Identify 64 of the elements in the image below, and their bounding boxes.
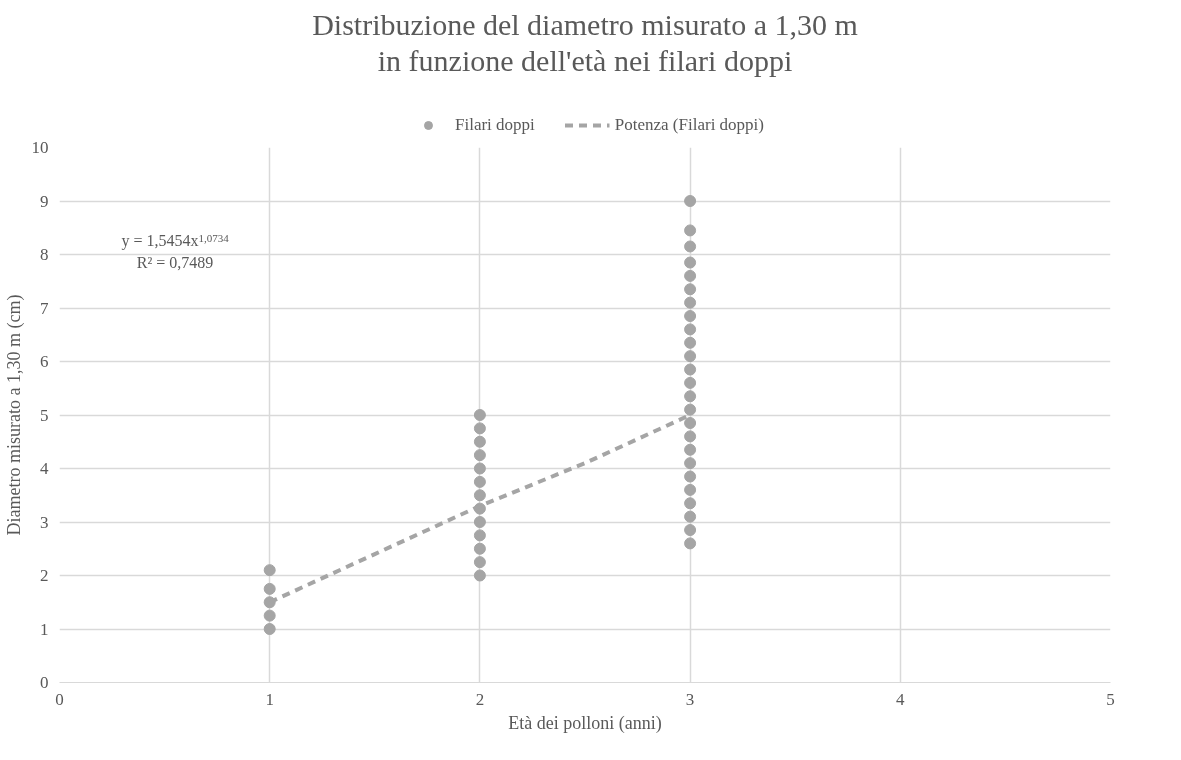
y-tick-label: 3 (40, 512, 49, 532)
y-tick-label: 4 (40, 459, 49, 478)
point (473, 475, 486, 488)
legend-label: Potenza (Filari doppi) (614, 115, 765, 135)
point (473, 542, 486, 555)
point (473, 516, 486, 528)
point (684, 470, 697, 483)
point (473, 529, 486, 542)
point (684, 376, 697, 389)
y-tick-label: 7 (40, 298, 49, 318)
y-tick-label: 8 (40, 245, 49, 264)
point (473, 409, 486, 421)
point (684, 497, 697, 510)
point (684, 417, 697, 430)
y-tick-label: 9 (40, 191, 49, 211)
x-axis-title: Età dei polloni (anni) (508, 712, 662, 734)
point (684, 350, 697, 363)
point (473, 569, 486, 582)
x-tick-label: 0 (55, 689, 64, 709)
point (684, 510, 697, 523)
point (684, 195, 697, 207)
x-tick-label: 5 (1106, 689, 1115, 709)
point (473, 422, 486, 435)
y-axis-title: Diametro misurato a 1,30 m (cm) (3, 294, 25, 536)
point (263, 564, 276, 577)
point (473, 462, 486, 475)
legend-label: Filari doppi (454, 115, 535, 135)
point (473, 556, 486, 569)
x-tick-label: 1 (265, 689, 274, 709)
point (684, 323, 697, 336)
point (684, 457, 697, 470)
point (263, 609, 276, 622)
point (684, 256, 697, 269)
point (263, 582, 276, 595)
point (684, 403, 697, 416)
x-tick-label: 3 (685, 689, 695, 709)
x-tick-label: 2 (475, 689, 485, 709)
point (684, 336, 697, 349)
point (684, 443, 697, 456)
point (473, 449, 486, 462)
chart-title: Distribuzione del diametro misurato a 1,30 m in funzione dell'età nei filari doppi (312, 7, 858, 77)
y-tick-label: 2 (40, 566, 49, 585)
y-tick-label: 5 (40, 405, 49, 425)
annotation: R² = 0,7489 (136, 254, 214, 272)
x-tick-label: 4 (896, 689, 906, 709)
point (684, 283, 697, 296)
point (684, 524, 697, 537)
point (473, 489, 486, 502)
point (684, 310, 697, 323)
point (684, 296, 697, 309)
y-tick-label: 10 (31, 138, 49, 157)
y-tick-label: 1 (40, 619, 49, 639)
point (684, 483, 697, 496)
y-tick-label: 0 (40, 673, 49, 692)
point (684, 240, 697, 253)
point (684, 537, 697, 550)
point (684, 363, 697, 376)
point (684, 224, 697, 237)
point (263, 623, 276, 635)
point (473, 435, 486, 448)
point (684, 430, 697, 443)
point (684, 390, 697, 403)
y-tick-label: 6 (40, 352, 49, 371)
point (684, 269, 697, 282)
